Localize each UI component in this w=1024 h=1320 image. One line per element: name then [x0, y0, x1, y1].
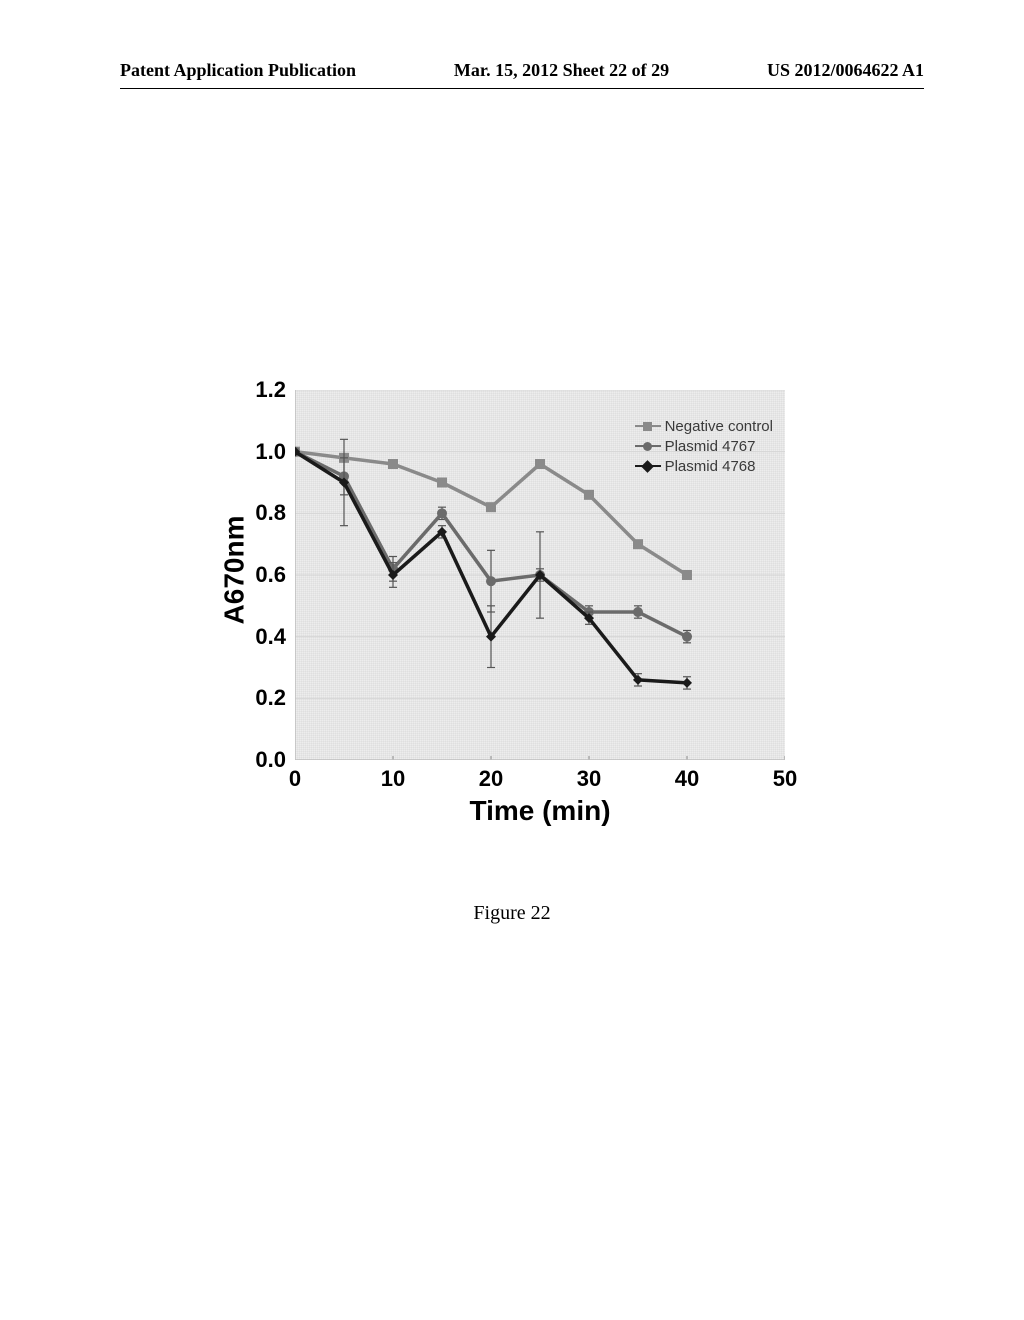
- legend-marker-icon: [643, 442, 652, 451]
- legend-item: Negative control: [635, 416, 773, 436]
- header-right: US 2012/0064622 A1: [767, 60, 924, 81]
- x-tick-label: 50: [765, 766, 805, 792]
- y-tick-label: 0.4: [240, 624, 286, 650]
- x-tick-label: 40: [667, 766, 707, 792]
- header-center: Mar. 15, 2012 Sheet 22 of 29: [454, 60, 669, 81]
- legend-marker-icon: [641, 460, 654, 473]
- legend-label: Negative control: [665, 418, 773, 435]
- x-tick-label: 10: [373, 766, 413, 792]
- y-tick-label: 1.0: [240, 439, 286, 465]
- y-tick-label: 0.6: [240, 562, 286, 588]
- legend-label: Plasmid 4767: [665, 438, 756, 455]
- y-tick-label: 0.2: [240, 685, 286, 711]
- y-tick-label: 0.8: [240, 500, 286, 526]
- legend-item: Plasmid 4768: [635, 456, 773, 476]
- legend-swatch: [635, 425, 661, 428]
- x-tick-label: 20: [471, 766, 511, 792]
- x-tick-label: 30: [569, 766, 609, 792]
- legend-marker-icon: [643, 422, 652, 431]
- legend: Negative control Plasmid 4767 Plasmid 4768: [635, 416, 773, 476]
- plot-area: Negative control Plasmid 4767 Plasmid 4768: [295, 390, 785, 760]
- legend-item: Plasmid 4767: [635, 436, 773, 456]
- x-tick-label: 0: [275, 766, 315, 792]
- page: Patent Application Publication Mar. 15, …: [0, 0, 1024, 1320]
- x-axis-label: Time (min): [295, 795, 785, 827]
- figure-caption: Figure 22: [0, 902, 1024, 925]
- page-header: Patent Application Publication Mar. 15, …: [120, 60, 924, 81]
- y-tick-label: 1.2: [240, 377, 286, 403]
- legend-label: Plasmid 4768: [665, 458, 756, 475]
- header-rule: [120, 88, 924, 89]
- header-left: Patent Application Publication: [120, 60, 356, 81]
- legend-swatch: [635, 465, 661, 468]
- legend-swatch: [635, 445, 661, 448]
- a670-chart: A670nm Negative controlPlasmid 4767Plasm…: [180, 370, 820, 820]
